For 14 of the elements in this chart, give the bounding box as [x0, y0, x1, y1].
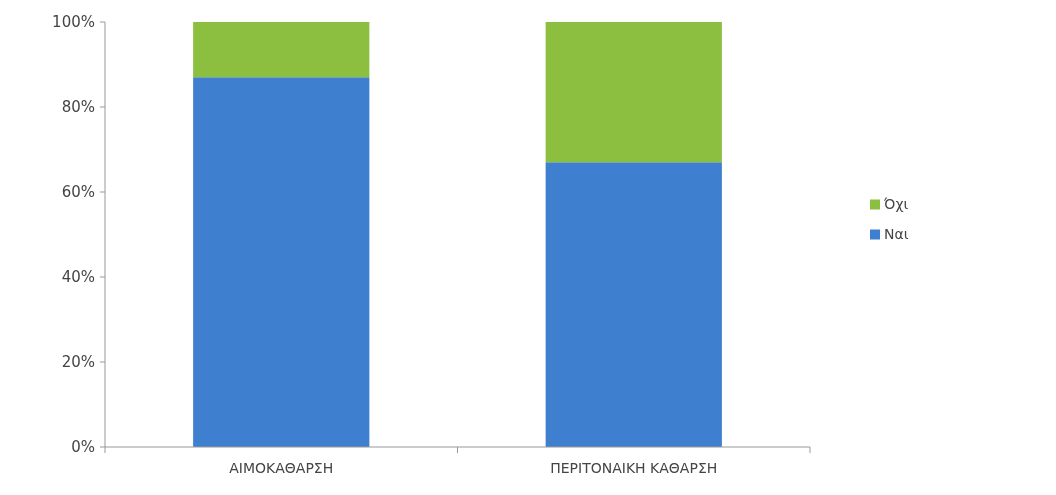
legend-label: Όχι [883, 196, 909, 213]
y-tick-label: 80% [61, 98, 95, 117]
y-tick-label: 40% [61, 268, 95, 287]
legend-label: Ναι [884, 226, 909, 243]
bar [545, 22, 722, 163]
y-tick-label: 20% [61, 353, 95, 372]
y-tick-label: 60% [61, 183, 95, 202]
bar [193, 22, 370, 78]
x-tick-label: ΑΙΜΟΚΑΘΑΡΣΗ [229, 460, 334, 476]
x-tick-label: ΠΕΡΙΤΟΝΑΙΚΗ ΚΑΘΑΡΣΗ [550, 460, 718, 476]
bar [193, 77, 370, 447]
y-tick-label: 100% [52, 13, 95, 32]
bar [545, 162, 722, 447]
y-tick-label: 0% [71, 438, 95, 457]
